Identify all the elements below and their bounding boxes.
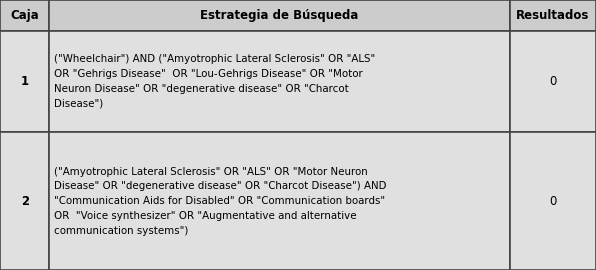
Text: 0: 0 (549, 75, 557, 88)
FancyBboxPatch shape (510, 0, 596, 31)
Text: ("Amyotrophic Lateral Sclerosis" OR "ALS" OR "Motor Neuron
Disease" OR "degenera: ("Amyotrophic Lateral Sclerosis" OR "ALS… (54, 167, 387, 236)
Text: 1: 1 (21, 75, 29, 88)
FancyBboxPatch shape (0, 31, 49, 132)
Text: 2: 2 (21, 195, 29, 208)
FancyBboxPatch shape (49, 132, 510, 270)
FancyBboxPatch shape (510, 132, 596, 270)
Text: Caja: Caja (10, 9, 39, 22)
Text: Resultados: Resultados (516, 9, 589, 22)
FancyBboxPatch shape (510, 31, 596, 132)
Text: 0: 0 (549, 195, 557, 208)
FancyBboxPatch shape (49, 0, 510, 31)
FancyBboxPatch shape (0, 132, 49, 270)
Text: Estrategia de Búsqueda: Estrategia de Búsqueda (200, 9, 359, 22)
Text: ("Wheelchair") AND ("Amyotrophic Lateral Sclerosis" OR "ALS"
OR "Gehrigs Disease: ("Wheelchair") AND ("Amyotrophic Lateral… (54, 55, 375, 109)
FancyBboxPatch shape (0, 0, 49, 31)
FancyBboxPatch shape (49, 31, 510, 132)
